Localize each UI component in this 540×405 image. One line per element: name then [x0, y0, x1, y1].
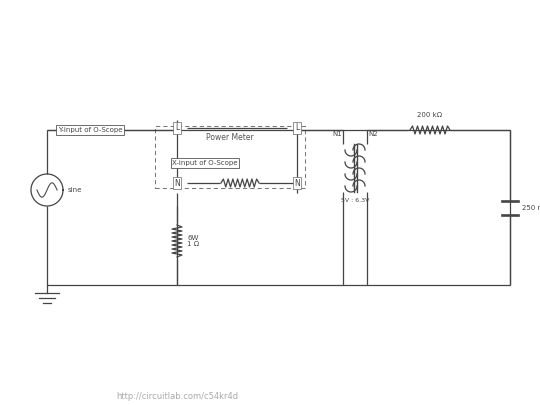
Text: N: N [294, 179, 300, 188]
Text: L: L [175, 124, 179, 132]
Text: Y-input of O-Scope: Y-input of O-Scope [58, 127, 122, 133]
Text: X-input of O-Scope: X-input of O-Scope [172, 160, 238, 166]
Text: 5V : 6.3V: 5V : 6.3V [341, 198, 369, 203]
Text: N: N [174, 179, 180, 188]
Text: Power Meter: Power Meter [206, 134, 254, 143]
Text: N2: N2 [368, 131, 378, 137]
Text: eu/c21 / Setup for measuring hysteresis curve for YT Display: eu/c21 / Setup for measuring hysteresis … [116, 367, 440, 376]
Text: CIRCUIT: CIRCUIT [8, 367, 55, 377]
Text: http://circuitlab.com/c54kr4d: http://circuitlab.com/c54kr4d [116, 392, 238, 401]
Text: 250 nF: 250 nF [522, 205, 540, 211]
Text: 6W
1 Ω: 6W 1 Ω [187, 234, 199, 247]
Text: —W— ■ LAB: —W— ■ LAB [8, 388, 50, 398]
Text: sine: sine [68, 187, 83, 193]
Text: 200 kΩ: 200 kΩ [417, 112, 443, 118]
Text: L: L [295, 124, 299, 132]
Text: N1: N1 [332, 131, 342, 137]
